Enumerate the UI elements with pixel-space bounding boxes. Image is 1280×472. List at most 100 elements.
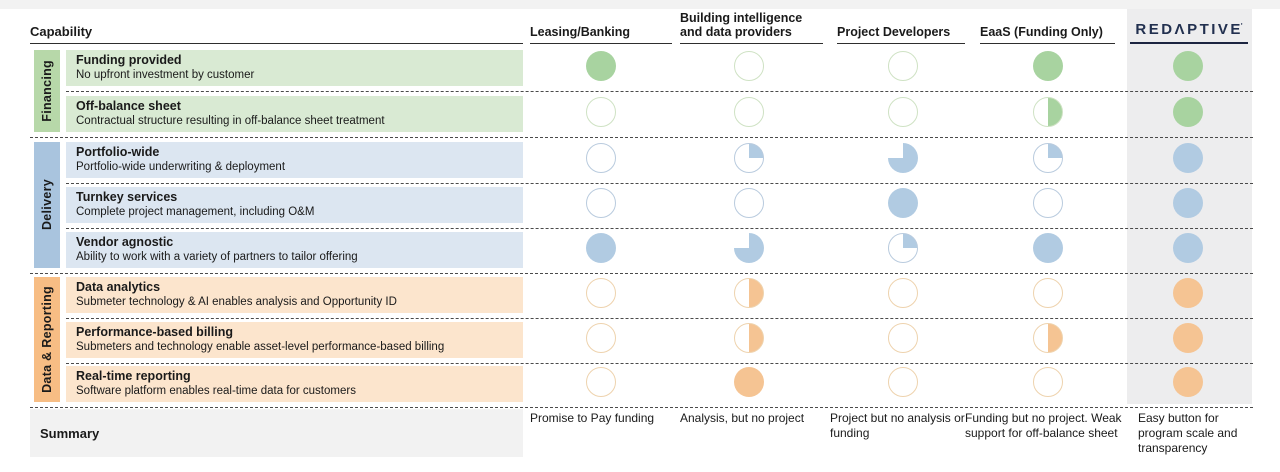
harvey-ball-0pct	[888, 278, 918, 308]
harvey-ball-50pct	[1033, 323, 1063, 353]
harvey-ball-0pct	[1033, 188, 1063, 218]
harvey-ball-0pct	[888, 97, 918, 127]
top-strip	[0, 0, 1280, 9]
column-header-label: EaaS (Funding Only)	[980, 25, 1103, 39]
summary-cell-leasing-banking: Promise to Pay funding	[530, 411, 655, 425]
harvey-ball-100pct	[1033, 51, 1063, 81]
capability-title: Real-time reporting	[76, 369, 191, 383]
capability-title: Performance-based billing	[76, 325, 233, 339]
harvey-ball-100pct	[1173, 323, 1203, 353]
harvey-ball-100pct	[1173, 51, 1203, 81]
capability-title: Funding provided	[76, 53, 182, 67]
harvey-ball-100pct	[1173, 97, 1203, 127]
harvey-ball-100pct	[586, 233, 616, 263]
harvey-ball-100pct	[734, 367, 764, 397]
group-label-data-reporting: Data & Reporting	[34, 277, 60, 402]
harvey-ball-0pct	[586, 367, 616, 397]
harvey-ball-100pct	[586, 51, 616, 81]
summary-cell-project-developers: Project but no analysis or funding	[830, 411, 965, 440]
capability-row: Data analytics Submeter technology & AI e…	[66, 277, 523, 313]
row-separator-dashed	[66, 318, 1253, 319]
harvey-ball-100pct	[1173, 188, 1203, 218]
harvey-ball-75pct	[734, 233, 764, 263]
harvey-ball-50pct	[734, 323, 764, 353]
harvey-ball-50pct	[734, 278, 764, 308]
capability-title: Portfolio-wide	[76, 145, 160, 159]
capability-header-label: Capability	[30, 24, 93, 39]
harvey-ball-25pct	[734, 143, 764, 173]
harvey-ball-25pct	[888, 233, 918, 263]
capability-title: Vendor agnostic	[76, 235, 174, 249]
capability-row: Performance-based billing Submeters and t…	[66, 322, 523, 358]
harvey-ball-0pct	[888, 367, 918, 397]
group-label-text: Delivery	[40, 179, 54, 231]
capability-desc: Submeters and technology enable asset-le…	[76, 341, 445, 353]
summary-row-label-box: Summary	[30, 409, 523, 457]
capability-row: Vendor agnostic Ability to work with a va…	[66, 232, 523, 268]
row-separator-dashed	[66, 363, 1253, 364]
summary-label: Summary	[40, 425, 100, 441]
group-label-text: Financing	[40, 60, 54, 122]
capability-row: Funding provided No upfront investment by…	[66, 50, 523, 86]
capability-row: Turnkey services Complete project managem…	[66, 187, 523, 223]
row-separator-dashed	[66, 91, 1253, 92]
capability-title: Turnkey services	[76, 190, 178, 204]
column-header-label: Building intelligence and data providers	[680, 11, 803, 39]
column-header-leasing-banking: Leasing/Banking	[530, 6, 672, 44]
harvey-ball-50pct	[1033, 97, 1063, 127]
harvey-ball-0pct	[1033, 367, 1063, 397]
group-label-delivery: Delivery	[34, 142, 60, 268]
capability-desc: Portfolio-wide underwriting & deployment	[76, 161, 286, 173]
harvey-ball-100pct	[1173, 367, 1203, 397]
capability-desc: Complete project management, including O…	[76, 206, 315, 218]
capability-column-header: Capability	[30, 6, 523, 44]
row-separator-dashed	[66, 228, 1253, 229]
harvey-ball-0pct	[734, 188, 764, 218]
column-header-label: Leasing/Banking	[530, 25, 631, 39]
capability-desc: Submeter technology & AI enables analysi…	[76, 296, 397, 308]
column-header-label: Project Developers	[837, 25, 951, 39]
summary-cell-building-intelligence: Analysis, but no project	[680, 411, 805, 425]
column-header-redaptive: REDΛPTIVE'	[1130, 6, 1248, 44]
harvey-ball-100pct	[1173, 233, 1203, 263]
capability-desc: No upfront investment by customer	[76, 69, 255, 81]
capability-desc: Contractual structure resulting in off-b…	[76, 115, 385, 127]
section-separator-dashed	[30, 273, 1253, 274]
harvey-ball-0pct	[1033, 278, 1063, 308]
harvey-ball-100pct	[1033, 233, 1063, 263]
capability-desc: Ability to work with a variety of partne…	[76, 251, 358, 263]
harvey-ball-25pct	[1033, 143, 1063, 173]
harvey-ball-0pct	[888, 51, 918, 81]
group-label-text: Data & Reporting	[40, 286, 54, 393]
capability-row: Portfolio-wide Portfolio-wide underwritin…	[66, 142, 523, 178]
harvey-ball-0pct	[586, 188, 616, 218]
harvey-ball-0pct	[734, 97, 764, 127]
harvey-ball-0pct	[586, 143, 616, 173]
capability-title: Data analytics	[76, 280, 161, 294]
summary-cell-redaptive: Easy button for program scale and transp…	[1138, 411, 1238, 455]
capability-desc: Software platform enables real-time data…	[76, 385, 356, 397]
harvey-ball-100pct	[1173, 278, 1203, 308]
harvey-ball-0pct	[586, 278, 616, 308]
redaptive-logo: REDΛPTIVE'	[1135, 21, 1243, 38]
capability-row: Off-balance sheet Contractual structure r…	[66, 96, 523, 132]
capability-row: Real-time reporting Software platform ena…	[66, 366, 523, 402]
column-header-project-developers: Project Developers	[837, 6, 965, 44]
harvey-ball-0pct	[734, 51, 764, 81]
summary-cell-eaas: Funding but no project. Weak support for…	[965, 411, 1122, 440]
section-separator-dashed	[30, 407, 1253, 408]
column-header-eaas: EaaS (Funding Only)	[980, 6, 1115, 44]
logo-trademark-mark: '	[1240, 23, 1243, 30]
capability-title: Off-balance sheet	[76, 99, 181, 113]
harvey-ball-75pct	[888, 143, 918, 173]
column-header-building-intelligence: Building intelligence and data providers	[680, 6, 823, 44]
harvey-ball-0pct	[586, 323, 616, 353]
harvey-ball-100pct	[888, 188, 918, 218]
harvey-ball-0pct	[586, 97, 616, 127]
harvey-ball-100pct	[1173, 143, 1203, 173]
row-separator-dashed	[66, 183, 1253, 184]
harvey-ball-0pct	[888, 323, 918, 353]
section-separator-dashed	[30, 137, 1253, 138]
group-label-financing: Financing	[34, 50, 60, 132]
